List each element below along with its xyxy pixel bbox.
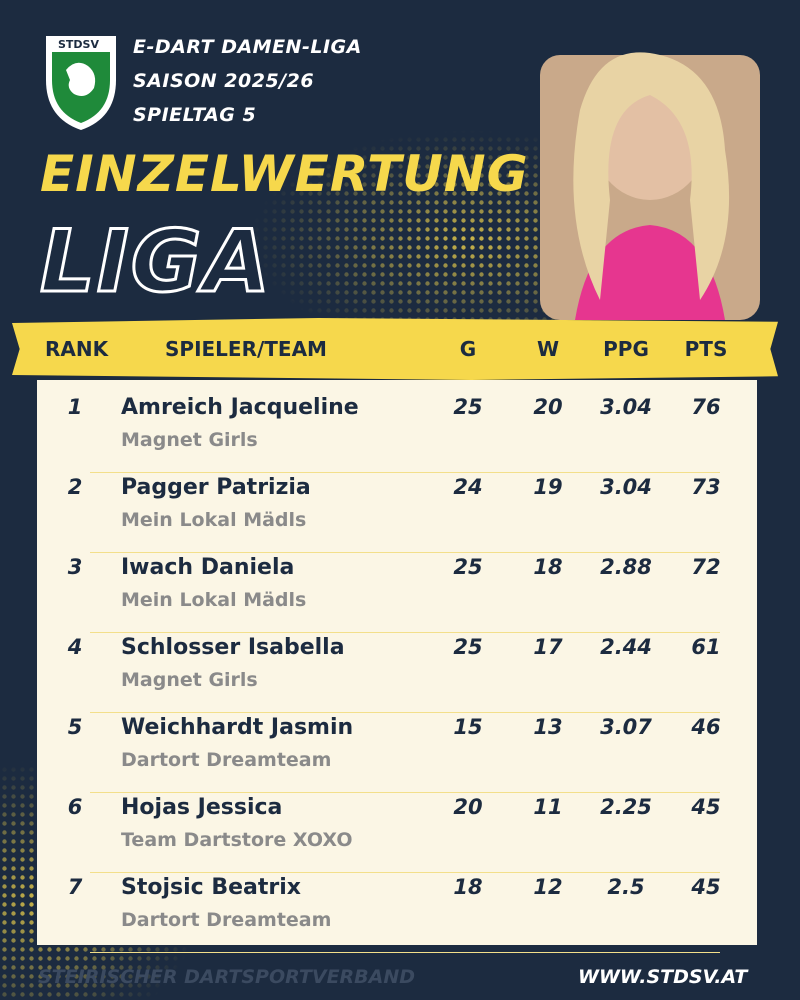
stat-g: 24: [453, 475, 483, 499]
stat-ppg: 3.04: [600, 395, 652, 419]
stat-g: 25: [453, 635, 483, 659]
team-name: Team Dartstore XOXO: [121, 829, 353, 851]
rank: 4: [67, 635, 83, 659]
stat-g: 15: [453, 715, 483, 739]
title: EINZELWERTUNG: [40, 145, 529, 203]
stat-w: 12: [533, 875, 563, 899]
matchday: SPIELTAG 5: [133, 104, 257, 126]
stat-g: 20: [453, 795, 483, 819]
stat-pts: 46: [691, 715, 721, 739]
player-name: Weichhardt Jasmin: [121, 715, 354, 740]
stat-pts: 73: [691, 475, 721, 499]
stat-g: 25: [453, 555, 483, 579]
logo-text: STDSV: [58, 38, 99, 51]
stat-w: 11: [533, 795, 563, 819]
rank: 2: [67, 475, 83, 499]
column-header: PTS: [684, 337, 728, 361]
player-name: Iwach Daniela: [121, 555, 295, 580]
league-name: E-DART DAMEN-LIGA: [133, 36, 362, 58]
subtitle: LIGA: [39, 211, 272, 314]
header-band: [12, 318, 778, 380]
stat-pts: 61: [691, 635, 721, 659]
row-separator: [90, 552, 720, 553]
player-name: Hojas Jessica: [121, 795, 283, 820]
stat-pts: 76: [691, 395, 721, 419]
rank: 6: [67, 795, 83, 819]
player-name: Amreich Jacqueline: [121, 395, 359, 420]
rank: 5: [67, 715, 83, 739]
stat-pts: 45: [691, 875, 721, 899]
season: SAISON 2025/26: [133, 70, 315, 92]
footer-association: STEIRISCHER DARTSPORTVERBAND: [38, 966, 416, 988]
column-header: RANK: [45, 337, 109, 361]
team-name: Magnet Girls: [121, 669, 258, 691]
player-name: Stojsic Beatrix: [121, 875, 301, 900]
team-name: Dartort Dreamteam: [121, 909, 332, 931]
stat-ppg: 2.25: [600, 795, 652, 819]
row-separator: [90, 712, 720, 713]
stat-w: 17: [533, 635, 563, 659]
row-separator: [90, 632, 720, 633]
table-body: [37, 380, 757, 945]
team-name: Dartort Dreamteam: [121, 749, 332, 771]
column-header: SPIELER/TEAM: [165, 337, 327, 361]
stat-w: 18: [533, 555, 563, 579]
player-name: Schlosser Isabella: [121, 635, 345, 660]
rank: 1: [67, 395, 83, 419]
stat-ppg: 2.5: [607, 875, 645, 899]
team-name: Mein Lokal Mädls: [121, 509, 307, 531]
row-separator: [90, 792, 720, 793]
stat-ppg: 3.04: [600, 475, 652, 499]
stat-g: 18: [453, 875, 483, 899]
column-header: G: [459, 337, 477, 361]
player-name: Pagger Patrizia: [121, 475, 311, 500]
team-name: Mein Lokal Mädls: [121, 589, 307, 611]
stat-ppg: 2.88: [600, 555, 652, 579]
rank: 3: [67, 555, 83, 579]
rank: 7: [67, 875, 83, 899]
row-separator: [90, 472, 720, 473]
stat-w: 13: [533, 715, 563, 739]
stat-ppg: 2.44: [600, 635, 652, 659]
stat-pts: 45: [691, 795, 721, 819]
stat-w: 20: [533, 395, 563, 419]
column-header: W: [536, 337, 560, 361]
stat-ppg: 3.07: [600, 715, 652, 739]
stat-w: 19: [533, 475, 563, 499]
footer-url: WWW.STDSV.AT: [578, 966, 748, 988]
column-header: PPG: [603, 337, 649, 361]
stat-g: 25: [453, 395, 483, 419]
row-separator: [90, 872, 720, 873]
stat-pts: 72: [691, 555, 721, 579]
team-name: Magnet Girls: [121, 429, 258, 451]
row-separator: [90, 952, 720, 953]
